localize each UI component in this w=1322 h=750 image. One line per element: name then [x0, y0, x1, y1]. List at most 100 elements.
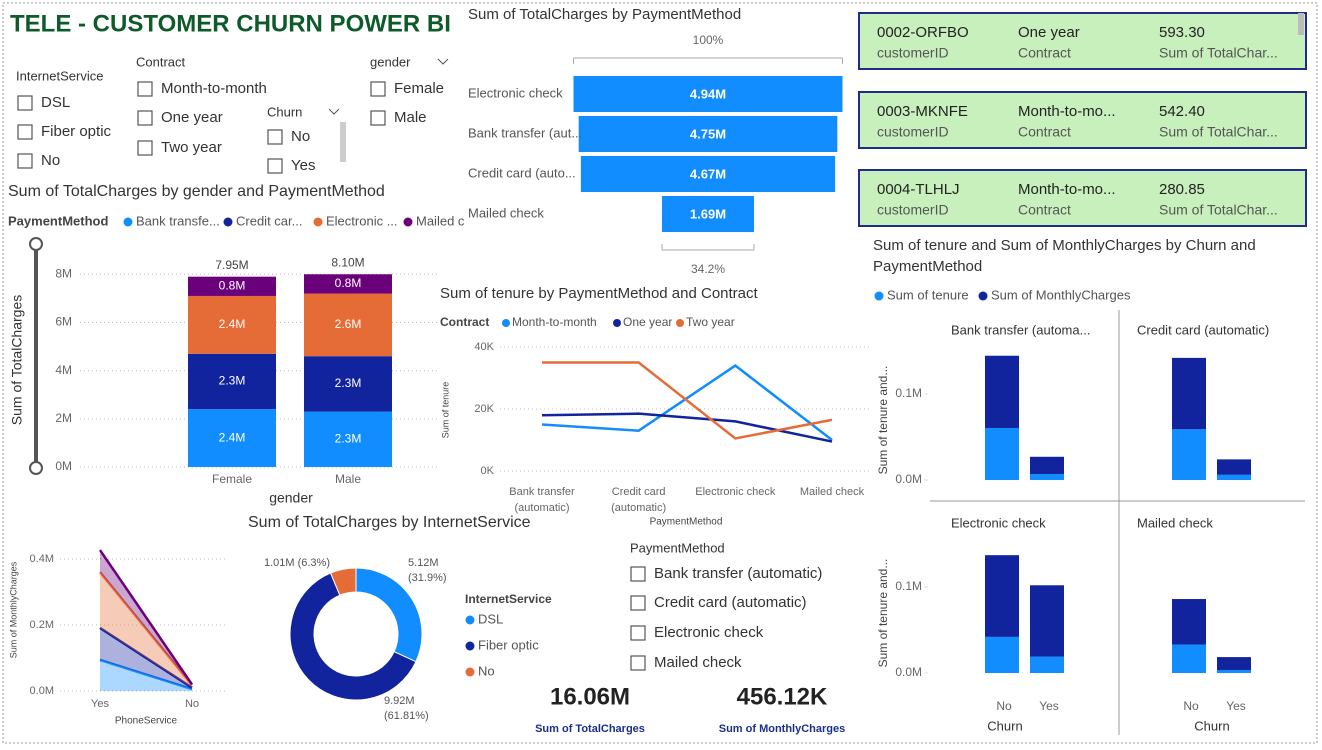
x-axis-title: PhoneService — [115, 716, 178, 727]
checkbox[interactable] — [630, 566, 646, 582]
legend-title: PaymentMethod — [8, 213, 108, 228]
legend-marker — [223, 217, 233, 227]
legend-marker — [676, 319, 684, 327]
slicer-item[interactable]: Fiber optic — [41, 123, 112, 140]
chart-title: Sum of TotalCharges by InternetService — [248, 514, 531, 531]
kpi-label: Sum of MonthlyCharges — [719, 723, 846, 735]
checkbox[interactable] — [370, 81, 386, 97]
legend-label: Month-to-month — [512, 315, 597, 329]
y-tick-label: 40K — [474, 341, 494, 353]
data-label: 2.4M — [219, 317, 246, 331]
card-label: Contract — [1018, 202, 1071, 218]
legend-marker — [403, 217, 413, 227]
y-tick-label: 0.0M — [30, 685, 54, 697]
donut-slice — [329, 567, 357, 596]
kpi-value: 456.12K — [737, 683, 828, 710]
slicer-item[interactable]: One year — [161, 109, 223, 126]
y-tick-label: 0.1M — [895, 386, 922, 400]
range-handle[interactable] — [29, 237, 43, 251]
checkbox[interactable] — [370, 110, 386, 126]
legend-label: Credit car... — [236, 213, 302, 228]
chart-title: Sum of TotalCharges by PaymentMethod — [468, 6, 741, 23]
slicer-item[interactable]: Yes — [291, 157, 315, 174]
legend-marker — [313, 217, 323, 227]
legend-title: Contract — [440, 315, 489, 329]
slicer-item[interactable]: Mailed check — [654, 654, 742, 671]
legend-label: Mailed c — [416, 213, 465, 228]
y-tick-label: 2M — [55, 411, 72, 425]
total-label: 7.95M — [215, 258, 248, 272]
bar-segment — [304, 293, 392, 357]
bar-segment — [304, 274, 392, 294]
panel-title: Mailed check — [1137, 515, 1213, 530]
x-tick-label: No — [1183, 699, 1199, 713]
y-axis-title: Sum of tenure — [440, 382, 450, 439]
legend-label: DSL — [478, 611, 503, 626]
checkbox[interactable] — [137, 140, 153, 156]
dropdown-chevron[interactable] — [437, 58, 449, 65]
bar-segment — [1217, 459, 1251, 475]
slicer-item[interactable]: No — [291, 128, 310, 145]
kpi-label: Sum of TotalCharges — [535, 723, 645, 735]
slicer-item[interactable]: Two year — [161, 139, 222, 156]
checkbox[interactable] — [17, 124, 33, 140]
checkbox[interactable] — [630, 625, 646, 641]
checkbox[interactable] — [267, 129, 283, 145]
checkbox[interactable] — [17, 95, 33, 111]
slicer-item[interactable]: Electronic check — [654, 624, 764, 641]
y-tick-label: 0.0M — [895, 472, 922, 486]
slicer-item[interactable]: Month-to-month — [161, 80, 267, 97]
slicer-item[interactable]: DSL — [41, 94, 70, 111]
y-tick-label: 0.4M — [30, 553, 54, 565]
slicer-item[interactable]: No — [41, 152, 60, 169]
slicer-item[interactable]: Bank transfer (automatic) — [654, 565, 822, 582]
x-axis-title: Churn — [1194, 718, 1229, 733]
slicer-item[interactable]: Female — [394, 80, 444, 97]
checkbox[interactable] — [267, 158, 283, 174]
category-label: Bank transfer (aut... — [468, 125, 582, 140]
card-value: Month-to-mo... — [1018, 103, 1116, 120]
card-value: Month-to-mo... — [1018, 181, 1116, 198]
bar-segment — [1030, 456, 1064, 474]
category-label: Credit card (auto... — [468, 165, 576, 180]
card-label: Contract — [1018, 124, 1071, 140]
funnel-bar — [661, 196, 755, 232]
bar-segment — [985, 636, 1019, 673]
range-handle[interactable] — [29, 461, 43, 475]
scrollbar — [340, 122, 346, 162]
legend-title: InternetService — [465, 592, 552, 606]
bar-segment — [985, 427, 1019, 480]
bar-segment — [304, 411, 392, 467]
y-tick-label: 8M — [55, 266, 72, 280]
bar-segment — [1172, 644, 1206, 673]
card-value: 0002-ORFBO — [877, 24, 969, 41]
card-label: Sum of TotalChar... — [1159, 45, 1278, 61]
dashboard-title: TELE - CUSTOMER CHURN POWER BI — [10, 10, 451, 37]
checkbox[interactable] — [137, 81, 153, 97]
x-axis-title: gender — [269, 490, 313, 506]
kpi-value: 16.06M — [550, 683, 630, 710]
dropdown-chevron[interactable] — [328, 108, 340, 115]
checkbox[interactable] — [630, 655, 646, 671]
x-tick-label: Male — [335, 472, 361, 486]
bar-segment — [1217, 474, 1251, 480]
panel-title: Bank transfer (automa... — [951, 322, 1090, 337]
checkbox[interactable] — [630, 595, 646, 611]
legend-marker — [978, 291, 988, 301]
card-value: 542.40 — [1159, 103, 1205, 120]
chart-title: Sum of TotalCharges by gender and Paymen… — [8, 183, 385, 200]
slicer-title: Churn — [267, 104, 302, 119]
slicer-item[interactable]: Male — [394, 109, 427, 126]
slicer-item[interactable]: Credit card (automatic) — [654, 594, 807, 611]
legend-marker — [874, 291, 884, 301]
checkbox[interactable] — [17, 153, 33, 169]
card-label: Contract — [1018, 45, 1071, 61]
panel-title: Electronic check — [951, 515, 1046, 530]
checkbox[interactable] — [137, 110, 153, 126]
y-tick-label: 0.2M — [30, 619, 54, 631]
card-value: 593.30 — [1159, 24, 1205, 41]
bar-segment — [1030, 473, 1064, 480]
y-tick-label: 6M — [55, 315, 72, 329]
data-label: 2.3M — [219, 374, 246, 388]
